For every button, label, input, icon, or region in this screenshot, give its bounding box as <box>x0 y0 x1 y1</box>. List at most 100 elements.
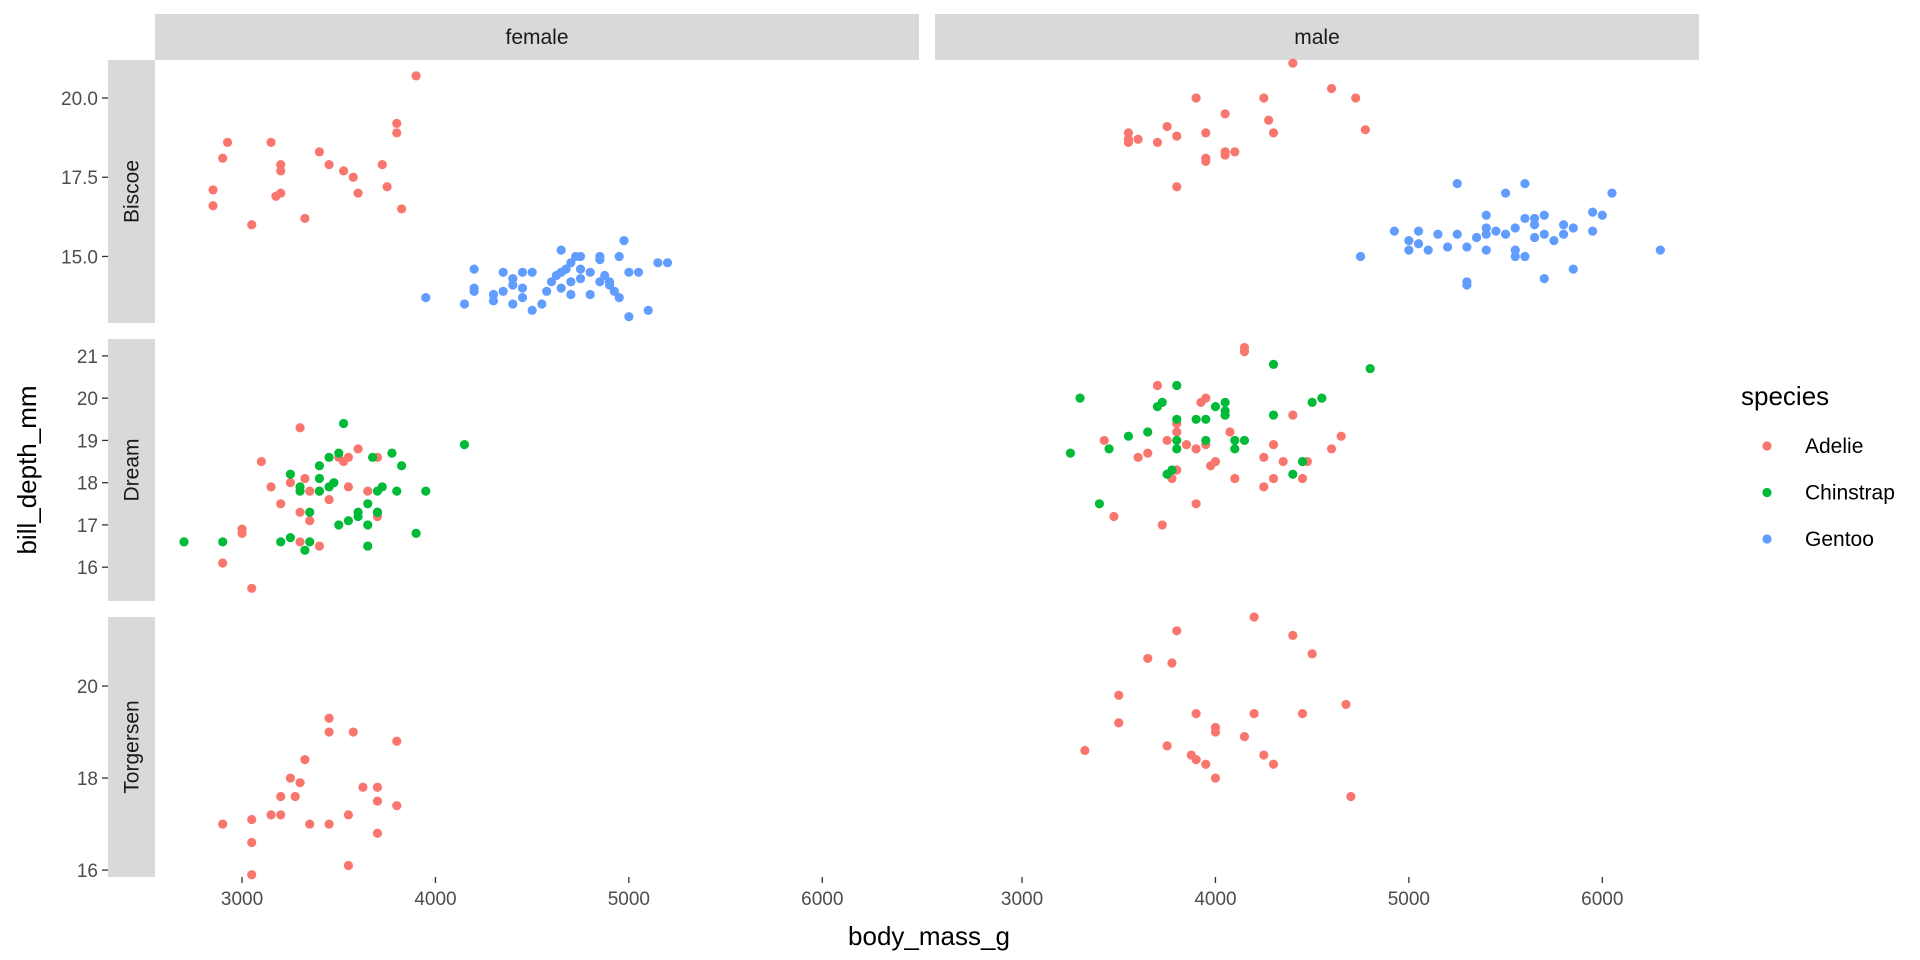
point-adelie <box>377 159 387 170</box>
point-chinstrap <box>314 473 325 484</box>
point-chinstrap <box>1172 435 1182 446</box>
point-adelie <box>1191 93 1201 103</box>
point-adelie <box>1288 630 1298 641</box>
point-chinstrap <box>367 452 378 462</box>
point-adelie <box>392 128 402 138</box>
point-adelie <box>1220 109 1230 119</box>
point-gentoo <box>1510 223 1520 233</box>
point-chinstrap <box>1191 414 1201 424</box>
point-adelie <box>1201 156 1211 166</box>
point-chinstrap <box>1220 397 1230 407</box>
point-gentoo <box>1404 245 1414 255</box>
point-gentoo <box>508 299 518 309</box>
point-adelie <box>285 478 295 488</box>
strip-biscoe <box>108 60 155 323</box>
point-adelie <box>247 583 257 593</box>
data-points <box>179 58 1665 880</box>
point-adelie <box>348 172 358 182</box>
point-gentoo <box>1452 178 1462 189</box>
point-gentoo <box>566 289 576 300</box>
point-adelie <box>1297 473 1308 484</box>
point-adelie <box>324 727 334 737</box>
point-adelie <box>295 537 305 547</box>
panel-female-biscoe <box>155 60 919 323</box>
point-adelie <box>353 188 363 198</box>
point-gentoo <box>1442 242 1453 252</box>
point-adelie <box>305 516 315 526</box>
strip-dream <box>108 339 155 601</box>
x-tick-label: 5000 <box>1388 889 1430 910</box>
point-gentoo <box>1462 277 1472 287</box>
y-tick-label: 19 <box>77 431 98 452</box>
point-adelie <box>208 185 218 195</box>
point-adelie <box>1259 93 1269 103</box>
strip-male <box>935 14 1699 60</box>
point-chinstrap <box>392 486 402 496</box>
point-adelie <box>290 791 300 802</box>
point-adelie <box>392 736 402 746</box>
point-gentoo <box>459 299 470 309</box>
point-gentoo <box>1529 213 1540 224</box>
legend-key-chinstrap <box>1762 487 1772 498</box>
point-gentoo <box>537 299 547 309</box>
point-adelie <box>305 486 315 496</box>
point-adelie <box>358 782 368 792</box>
point-adelie <box>1201 128 1211 138</box>
point-adelie <box>1259 452 1269 462</box>
point-adelie <box>218 153 228 163</box>
point-gentoo <box>1462 242 1472 252</box>
point-gentoo <box>609 286 619 296</box>
point-gentoo <box>624 312 634 322</box>
point-chinstrap <box>459 440 470 450</box>
point-adelie <box>208 201 218 211</box>
point-adelie <box>256 456 266 467</box>
point-adelie <box>276 159 286 170</box>
point-adelie <box>411 71 421 81</box>
point-adelie <box>397 204 407 214</box>
point-adelie <box>1172 131 1182 141</box>
point-chinstrap <box>397 461 407 471</box>
point-adelie <box>1191 444 1201 454</box>
point-chinstrap <box>353 507 363 517</box>
point-adelie <box>372 828 383 838</box>
point-gentoo <box>575 264 586 274</box>
point-adelie <box>295 778 305 788</box>
point-gentoo <box>1481 245 1491 255</box>
point-adelie <box>343 452 354 462</box>
point-chinstrap <box>1239 435 1250 446</box>
point-chinstrap <box>1268 410 1279 420</box>
point-gentoo <box>614 251 624 262</box>
point-adelie <box>392 801 402 811</box>
point-chinstrap <box>285 533 295 543</box>
point-chinstrap <box>372 507 383 517</box>
y-tick-label: 20 <box>77 389 98 410</box>
point-gentoo <box>556 245 566 255</box>
point-chinstrap <box>1210 402 1221 412</box>
point-chinstrap <box>324 452 334 462</box>
point-gentoo <box>662 258 673 268</box>
point-chinstrap <box>387 448 397 458</box>
point-adelie <box>314 541 325 551</box>
point-chinstrap <box>179 537 189 547</box>
point-chinstrap <box>1201 435 1211 446</box>
point-adelie <box>1239 342 1250 353</box>
point-chinstrap <box>1317 393 1327 403</box>
point-gentoo <box>585 267 595 277</box>
point-adelie <box>1114 690 1124 700</box>
x-tick-label: 6000 <box>801 889 843 910</box>
y-tick-label: 16 <box>77 861 98 882</box>
point-adelie <box>247 870 257 880</box>
point-chinstrap <box>343 516 354 526</box>
point-gentoo <box>517 283 528 293</box>
point-chinstrap <box>276 537 286 547</box>
point-gentoo <box>566 258 576 268</box>
y-tick-label: 18 <box>77 769 98 790</box>
point-gentoo <box>1500 188 1511 198</box>
y-tick-label: 17.5 <box>61 168 98 189</box>
point-chinstrap <box>1075 393 1085 403</box>
point-chinstrap <box>285 469 295 479</box>
point-gentoo <box>1433 229 1443 239</box>
point-chinstrap <box>1104 444 1114 454</box>
x-tick-label: 4000 <box>414 889 456 910</box>
point-gentoo <box>566 277 576 287</box>
